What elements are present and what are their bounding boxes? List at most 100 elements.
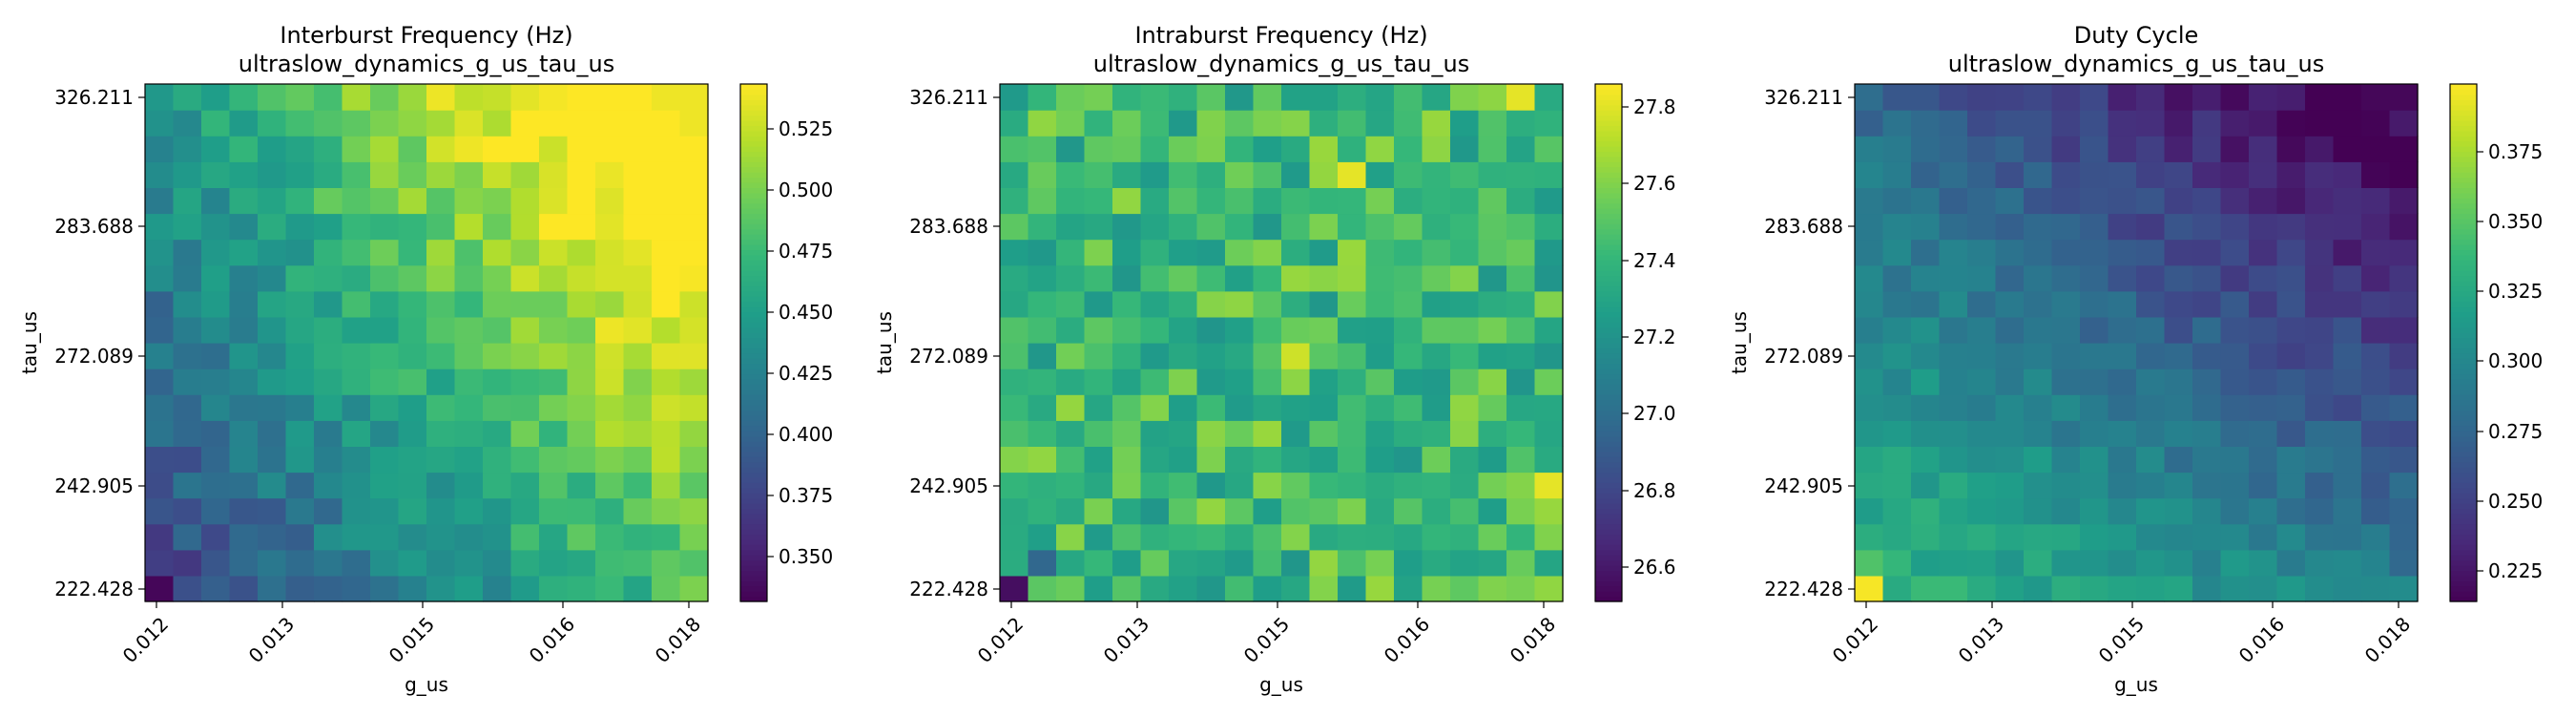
heatmap-cell [1394,84,1423,111]
heatmap-cell [285,575,315,602]
heatmap-cell [567,446,596,474]
heatmap-cell [2192,84,2222,111]
heatmap-cell [1056,84,1086,111]
colorbar-segment [1595,316,1622,323]
heatmap-cell [2361,316,2391,344]
colorbar-segment [2450,254,2477,261]
heatmap-cell [1000,394,1029,421]
heatmap-cell [1140,110,1170,137]
heatmap-cell [1450,497,1480,525]
heatmap-cell [1140,161,1170,188]
heatmap-cell [2276,420,2306,447]
colorbar-segment [1595,89,1622,95]
heatmap-cell [1478,369,1507,395]
heatmap-cell [1478,343,1507,369]
y-axis-ticks: 326.211 283.688 272.089 242.905 222.428 [54,86,145,600]
heatmap-cell [2249,161,2278,188]
heatmap-cell [623,394,653,421]
heatmap-cell [652,84,681,111]
colorbar-segment [2450,264,2477,271]
heatmap-cell [2220,394,2250,421]
heatmap-cell [1028,110,1057,137]
heatmap-cell [595,523,625,551]
heatmap-cell [567,290,596,318]
heatmap-cell [2051,420,2081,447]
heatmap-cell [229,136,259,162]
heatmap-cell [1028,446,1057,474]
heatmap-cell [229,575,259,602]
heatmap-cell [1225,136,1255,162]
plot-frame [999,83,1564,602]
colorbar-segment [2450,218,2477,224]
heatmap-cell [342,446,371,474]
colorbar-segment [2450,119,2477,126]
heatmap-cell [679,343,709,369]
heatmap-cell [567,575,596,602]
colorbar-tick-label: 0.450 [779,301,833,324]
heatmap-cell [201,84,231,111]
heatmap-cell [1056,523,1086,551]
heatmap-cell [1450,472,1480,499]
heatmap-cell [1338,369,1367,395]
colorbar-segment [1595,544,1622,551]
heatmap-cell [1939,446,1968,474]
heatmap-cell [1281,343,1311,369]
y-tick-label: 242.905 [54,474,134,497]
heatmap-cell [679,316,709,344]
heatmap-cell [1140,394,1170,421]
heatmap-cell [652,369,681,395]
heatmap-cell [2164,110,2193,137]
heatmap-cell [1084,84,1113,111]
colorbar-segment [2450,161,2477,168]
heatmap-cell [1140,213,1170,241]
heatmap-cell [370,316,400,344]
colorbar-segment [1595,580,1622,587]
colorbar-segment [1595,358,1622,365]
colorbar-segment [1595,467,1622,474]
heatmap-cell [1000,239,1029,266]
heatmap-cell [1253,575,1282,602]
heatmap-cell [567,239,596,266]
colorbar-segment [1595,239,1622,245]
heatmap-cell [2389,369,2419,395]
heatmap-cell [2249,446,2278,474]
y-tick-label: 283.688 [54,215,134,238]
heatmap-cell [567,394,596,421]
heatmap-cell [1309,213,1339,241]
heatmap-cell [1394,213,1423,241]
colorbar-segment [740,369,767,375]
y-axis-label: tau_us [1728,311,1751,374]
heatmap-cell [1995,549,2025,577]
heatmap-cell [1534,239,1564,266]
heatmap-cell [314,549,343,577]
heatmap-cell [1169,420,1198,447]
colorbar-segment [740,544,767,551]
heatmap-cell [1394,316,1423,344]
colorbar-segment [1595,254,1622,261]
heatmap-cell [1112,523,1142,551]
heatmap-cell [2051,161,2081,188]
heatmap-cell [2024,472,2053,499]
heatmap-cell [454,343,484,369]
y-tick-label: 283.688 [909,215,988,238]
heatmap-cell [510,187,540,215]
heatmap-cell [1422,136,1451,162]
heatmap-cell [258,264,287,292]
heatmap-cell [454,187,484,215]
heatmap-cell [623,187,653,215]
heatmap-cell [2051,394,2081,421]
y-tick-label: 222.428 [909,578,988,600]
heatmap-cell [595,161,625,188]
heatmap-cell [1000,316,1029,344]
heatmap-cell [426,84,456,111]
heatmap-cell [2389,472,2419,499]
heatmap-cell [426,369,456,395]
heatmap-cell [1253,213,1282,241]
heatmap-cell [1140,446,1170,474]
heatmap-cell [229,316,259,344]
heatmap-cell [595,264,625,292]
heatmap-cell [2249,316,2278,344]
colorbar-segment [740,326,767,333]
heatmap-cell [2333,575,2362,602]
heatmap-cell [1855,523,1884,551]
